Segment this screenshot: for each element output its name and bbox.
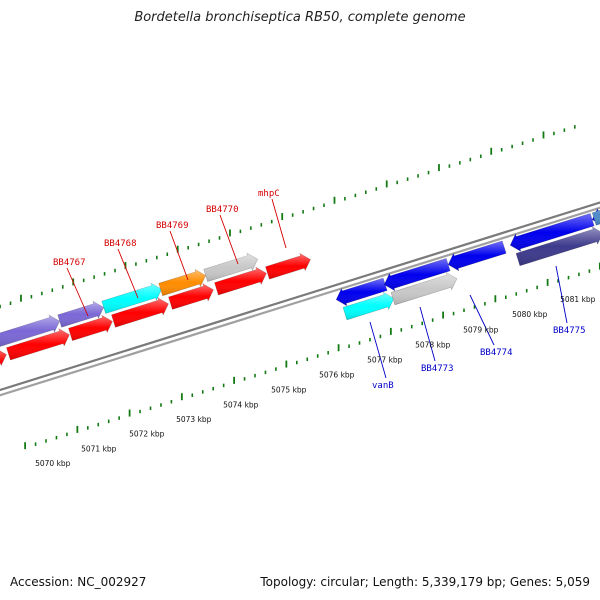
gene-arrow-shade-14	[384, 258, 451, 291]
gene-label: BB4775	[553, 326, 586, 336]
scale-label: 5080 kbp	[512, 310, 548, 319]
scale-label: 5078 kbp	[415, 340, 451, 349]
gene-arrow-shade-1	[0, 314, 60, 347]
leader-line	[369, 321, 387, 379]
leader-line	[219, 214, 239, 265]
leader-line	[271, 198, 287, 249]
backbone-line	[0, 201, 600, 392]
gene-arrow-shade-9	[111, 297, 169, 328]
gene-arrow-shade-11	[214, 267, 267, 296]
gene-label: vanB	[372, 381, 394, 391]
gene-arrow-shade-16	[510, 213, 595, 252]
genome-backbone	[0, 201, 600, 397]
leader-line	[419, 306, 436, 362]
scale-label: 5076 kbp	[319, 370, 355, 379]
scale-label: 5074 kbp	[223, 400, 259, 409]
genome-stats-text: Topology: circular; Length: 5,339,179 bp…	[260, 575, 590, 589]
gene-arrow-shade-13	[336, 278, 388, 306]
accession-text: Accession: NC_002927	[10, 575, 147, 589]
map-title: Bordetella bronchiseptica RB50, complete…	[134, 10, 466, 25]
gene-arrow-shade-8	[68, 315, 113, 341]
backbone-line	[0, 206, 600, 397]
gene-label: BB4767	[53, 258, 86, 268]
gene-arrow-shade-6	[0, 350, 7, 366]
gene-arrow-shade-19	[391, 272, 457, 305]
scale-label: 5070 kbp	[35, 459, 71, 468]
gene-label: BB4769	[156, 221, 189, 231]
gene-arrow-shade-21	[592, 210, 600, 226]
gene-arrow-shade-20	[516, 226, 600, 266]
leader-line	[469, 294, 495, 346]
gene-arrow-shade-2	[57, 301, 104, 328]
gene-label: BB4773	[421, 364, 454, 374]
gene-arrow-shade-5	[203, 253, 258, 282]
scale-label: 5081 kbp	[560, 295, 596, 304]
leader-line	[169, 230, 189, 281]
scale-label: 5073 kbp	[176, 415, 212, 424]
leader-line	[66, 267, 89, 317]
gene-label: mhpC	[258, 189, 280, 199]
scale-label: 5075 kbp	[271, 385, 307, 394]
gene-arrow-shade-3	[101, 283, 162, 314]
gene-arrow-shade-18	[343, 292, 394, 320]
leader-line	[555, 265, 568, 324]
gene-arrows	[0, 207, 600, 367]
gene-label: BB4774	[480, 348, 513, 358]
tick-marks	[0, 125, 600, 450]
gene-arrow-shade-7	[6, 328, 70, 361]
scale-label: 5077 kbp	[367, 355, 403, 364]
labels: 5070 kbp 5071 kbp 5072 kbp 5073 kbp 5074 kbp…	[35, 189, 596, 468]
gene-arrow-shade-12	[265, 253, 311, 280]
gene-label: BB4768	[104, 239, 137, 249]
scale-label: 5079 kbp	[463, 325, 499, 334]
label-leader-lines	[66, 198, 568, 379]
leader-line	[117, 248, 139, 299]
gene-label: BB4770	[206, 205, 239, 215]
gene-arrow-shade-10	[168, 283, 214, 310]
gene-arrow-shade-4	[158, 269, 206, 296]
scale-label: 5072 kbp	[129, 430, 165, 439]
gene-arrow-shade-15	[448, 240, 507, 271]
scale-label: 5071 kbp	[81, 445, 117, 454]
